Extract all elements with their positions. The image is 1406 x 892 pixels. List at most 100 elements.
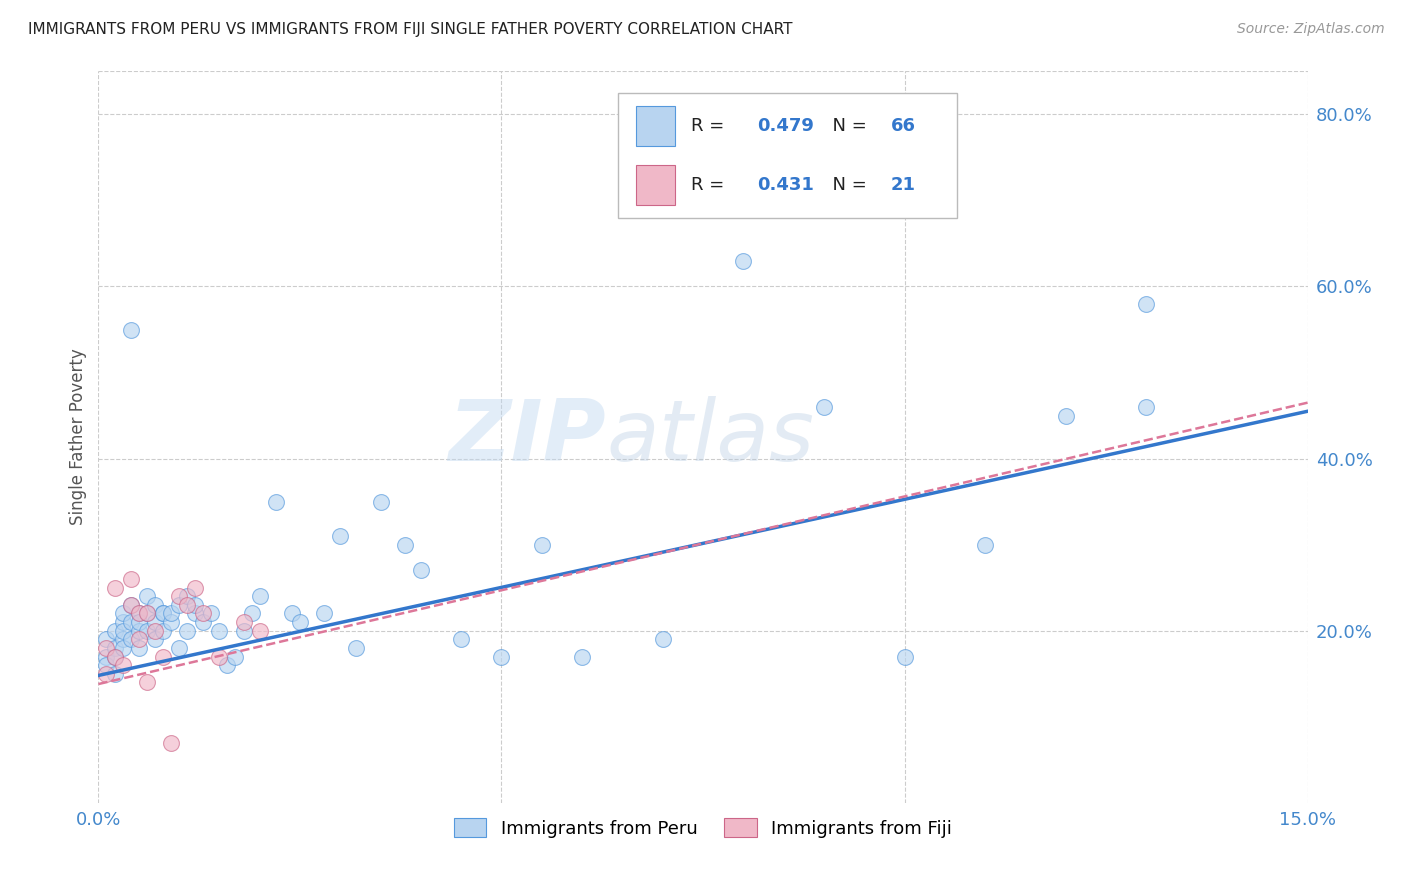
Point (193, 607, 215, 621)
Point (143, 624, 166, 638)
Point (160, 607, 183, 621)
Text: N =: N = (821, 176, 873, 194)
Point (1054, 409, 1077, 423)
Point (103, 649, 125, 664)
Point (571, 649, 593, 664)
Point (288, 615, 311, 629)
Point (143, 598, 166, 612)
Point (128, 607, 150, 621)
Point (96, 632, 118, 647)
Text: atlas: atlas (606, 395, 814, 479)
Point (160, 735, 183, 749)
Point (281, 607, 304, 621)
Legend: Immigrants from Peru, Immigrants from Fiji: Immigrants from Peru, Immigrants from Fi… (447, 811, 959, 845)
Point (184, 607, 207, 621)
Point (143, 615, 166, 629)
Point (176, 624, 198, 638)
Point (120, 598, 142, 612)
Point (111, 607, 134, 621)
FancyBboxPatch shape (637, 165, 675, 205)
Point (103, 666, 125, 681)
Point (103, 581, 125, 595)
Text: 21: 21 (890, 176, 915, 194)
Point (160, 615, 183, 629)
Point (103, 640, 125, 655)
Point (96, 640, 118, 655)
Point (394, 538, 416, 552)
Text: ZIP: ZIP (449, 395, 606, 479)
Y-axis label: Single Father Poverty: Single Father Poverty (69, 349, 87, 525)
Text: Source: ZipAtlas.com: Source: ZipAtlas.com (1237, 22, 1385, 37)
Point (111, 615, 134, 629)
Text: R =: R = (690, 176, 730, 194)
Point (208, 624, 231, 638)
Point (491, 649, 513, 664)
Point (111, 640, 134, 655)
Text: N =: N = (821, 117, 873, 136)
Point (120, 572, 142, 586)
Point (893, 649, 915, 664)
Point (200, 607, 222, 621)
Point (152, 649, 174, 664)
Point (193, 615, 215, 629)
Point (120, 632, 142, 647)
Point (128, 624, 150, 638)
Point (813, 400, 835, 414)
Point (1135, 400, 1157, 414)
Text: IMMIGRANTS FROM PERU VS IMMIGRANTS FROM FIJI SINGLE FATHER POVERTY CORRELATION C: IMMIGRANTS FROM PERU VS IMMIGRANTS FROM … (28, 22, 793, 37)
Point (96, 666, 118, 681)
Point (152, 624, 174, 638)
FancyBboxPatch shape (637, 106, 675, 146)
Point (264, 494, 287, 508)
Point (217, 658, 239, 673)
Point (530, 538, 553, 552)
Point (103, 649, 125, 664)
Point (409, 564, 432, 578)
Point (135, 589, 157, 603)
Point (249, 589, 271, 603)
Text: 66: 66 (890, 117, 915, 136)
Point (651, 632, 673, 647)
Point (128, 615, 150, 629)
Point (329, 529, 352, 543)
Point (1135, 296, 1157, 310)
Point (120, 322, 142, 336)
Point (128, 640, 150, 655)
Point (974, 538, 997, 552)
Point (135, 624, 157, 638)
Text: 0.479: 0.479 (758, 117, 814, 136)
Point (96, 649, 118, 664)
Point (135, 607, 157, 621)
Point (120, 615, 142, 629)
Point (96, 658, 118, 673)
Point (120, 598, 142, 612)
Point (232, 624, 254, 638)
Point (314, 607, 336, 621)
Point (143, 632, 166, 647)
Point (103, 624, 125, 638)
Point (344, 640, 367, 655)
Point (184, 598, 207, 612)
Point (111, 632, 134, 647)
Point (111, 624, 134, 638)
Point (240, 607, 263, 621)
Point (111, 658, 134, 673)
Point (135, 607, 157, 621)
Text: R =: R = (690, 117, 730, 136)
Point (733, 253, 755, 268)
Point (176, 598, 198, 612)
Point (370, 494, 392, 508)
Point (224, 649, 246, 664)
Point (167, 598, 190, 612)
Point (167, 640, 190, 655)
Point (249, 624, 271, 638)
Text: 0.431: 0.431 (758, 176, 814, 194)
Point (176, 589, 198, 603)
Point (232, 615, 254, 629)
Point (184, 581, 207, 595)
Point (450, 632, 472, 647)
Point (167, 589, 190, 603)
FancyBboxPatch shape (619, 94, 957, 218)
Point (128, 632, 150, 647)
Point (208, 649, 231, 664)
